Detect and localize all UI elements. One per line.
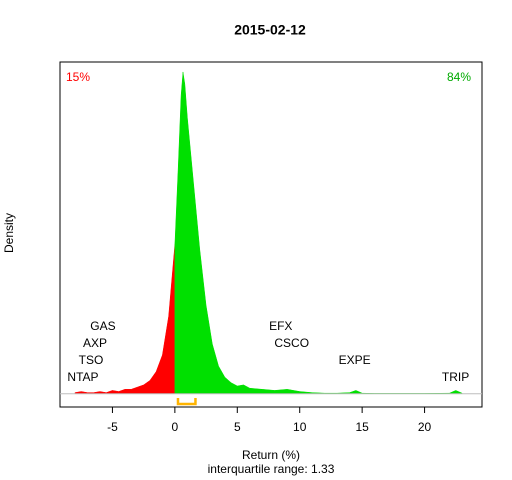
- y-axis-label: Density: [2, 213, 16, 253]
- chart-title: 2015-02-12: [234, 22, 306, 38]
- x-tick-label: -5: [107, 420, 118, 434]
- plot-frame: [59, 61, 483, 408]
- left-share: 15%: [66, 70, 90, 84]
- density-area: [174, 71, 463, 394]
- ticker-label: TSO: [79, 353, 104, 367]
- x-tick-label: 5: [234, 420, 241, 434]
- ticker-label: TRIP: [442, 370, 469, 384]
- density-area: [74, 244, 176, 394]
- ticker-label: GAS: [90, 319, 115, 333]
- ticker-label: AXP: [83, 336, 107, 350]
- ticker-label: NTAP: [67, 370, 98, 384]
- subtitle: interquartile range: 1.33: [208, 462, 335, 476]
- ticker-label: EXPE: [339, 353, 371, 367]
- x-tick-label: 10: [293, 420, 307, 434]
- ticker-label: EFX: [269, 319, 292, 333]
- x-tick-label: 15: [355, 420, 369, 434]
- right-share: 84%: [447, 70, 471, 84]
- x-tick-label: 20: [418, 420, 432, 434]
- iqr-bracket: [176, 398, 197, 406]
- ticker-label: CSCO: [274, 336, 309, 350]
- x-axis-label: Return (%): [242, 448, 300, 462]
- x-tick-label: 0: [172, 420, 179, 434]
